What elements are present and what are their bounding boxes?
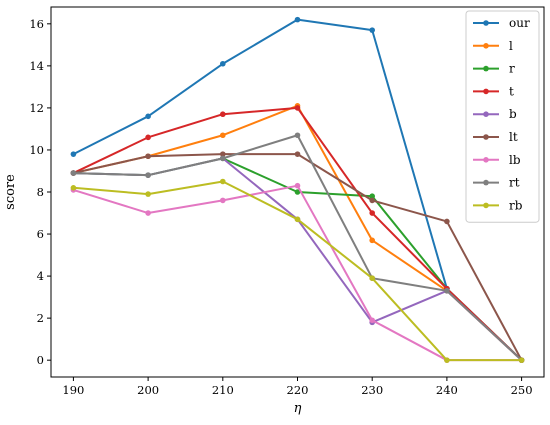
x-tick-label: 200 bbox=[137, 383, 159, 397]
legend-marker bbox=[483, 43, 489, 49]
legend-item-l: l bbox=[473, 39, 513, 53]
data-point-rb bbox=[220, 178, 226, 185]
legend-marker bbox=[483, 65, 489, 72]
data-point-lt bbox=[444, 218, 450, 225]
data-point-t bbox=[145, 134, 151, 141]
legend-label: lt bbox=[509, 130, 518, 144]
series-lines bbox=[70, 16, 525, 363]
data-point-lt bbox=[145, 153, 151, 160]
x-axis-ticks: 190 200 210 220 230 240 250 bbox=[62, 377, 533, 397]
legend-item-our: our bbox=[473, 16, 530, 30]
x-tick-label: 240 bbox=[436, 383, 458, 397]
y-axis-ticks: 0 2 4 6 8 10 12 14 16 bbox=[29, 17, 51, 367]
data-point-our bbox=[145, 113, 151, 120]
y-tick-label: 8 bbox=[37, 185, 44, 199]
legend-box bbox=[465, 10, 540, 223]
legend-marker bbox=[483, 179, 489, 186]
legend-item-rb: rb bbox=[473, 198, 523, 212]
data-point-t bbox=[294, 105, 301, 111]
data-point-l bbox=[220, 132, 226, 139]
series-line-rt bbox=[73, 134, 523, 361]
legend-label: l bbox=[509, 39, 513, 53]
legend-item-t: t bbox=[473, 84, 514, 98]
legend-item-r: r bbox=[473, 62, 515, 76]
data-point-r bbox=[369, 193, 375, 200]
y-tick-label: 0 bbox=[37, 353, 44, 367]
y-tick-label: 14 bbox=[29, 59, 44, 73]
legend-marker bbox=[483, 202, 489, 209]
legend-label: r bbox=[509, 62, 515, 76]
data-point-t bbox=[220, 111, 226, 118]
series-line-lb bbox=[73, 184, 522, 362]
x-axis-label: η bbox=[294, 401, 302, 416]
x-tick-label: 250 bbox=[511, 383, 533, 397]
data-point-rb bbox=[145, 191, 151, 197]
legend-label: rb bbox=[509, 198, 523, 212]
legend-label: rt bbox=[509, 176, 520, 190]
series-rt bbox=[70, 132, 525, 363]
y-tick-label: 16 bbox=[29, 17, 44, 31]
legend-label: b bbox=[509, 107, 517, 121]
y-tick-label: 12 bbox=[29, 101, 44, 115]
series-t bbox=[70, 105, 525, 363]
data-point-rb bbox=[518, 357, 525, 363]
data-point-rb bbox=[294, 216, 301, 223]
data-point-our bbox=[369, 27, 375, 33]
legend-item-rt: rt bbox=[473, 176, 520, 190]
y-tick-label: 10 bbox=[29, 143, 44, 157]
y-tick-label: 4 bbox=[37, 269, 44, 283]
data-point-r bbox=[294, 189, 301, 195]
data-point-rt bbox=[70, 170, 77, 176]
legend-label: lb bbox=[509, 153, 521, 167]
data-point-t bbox=[369, 210, 375, 216]
data-point-lb bbox=[369, 317, 375, 324]
data-point-lt bbox=[220, 151, 226, 157]
data-point-rt bbox=[294, 132, 301, 139]
data-point-our bbox=[220, 60, 226, 67]
series-line-b bbox=[73, 157, 523, 361]
data-point-rb bbox=[70, 184, 77, 191]
series-lb bbox=[70, 182, 525, 363]
data-point-l bbox=[369, 237, 375, 244]
data-point-rt bbox=[220, 155, 226, 162]
data-point-rt bbox=[444, 288, 450, 294]
plot-area: 190 200 210 220 230 240 250 0 2 4 6 8 10 12 14 16 bbox=[29, 6, 545, 397]
y-tick-label: 2 bbox=[37, 311, 44, 325]
legend-marker bbox=[483, 111, 489, 117]
series-line-r bbox=[73, 157, 523, 361]
legend-item-b: b bbox=[473, 107, 517, 121]
x-tick-label: 220 bbox=[287, 383, 309, 397]
data-point-lt bbox=[294, 151, 301, 157]
x-tick-label: 210 bbox=[212, 383, 234, 397]
data-point-rb bbox=[369, 275, 375, 281]
legend-item-lb: lb bbox=[473, 153, 521, 167]
data-point-lb bbox=[145, 210, 151, 216]
series-rb bbox=[70, 178, 525, 363]
data-point-lb bbox=[294, 182, 301, 189]
y-axis-label: score bbox=[3, 174, 18, 210]
y-tick-label: 6 bbox=[37, 227, 44, 241]
x-tick-label: 190 bbox=[62, 383, 84, 397]
data-point-our bbox=[70, 151, 77, 157]
legend-label: t bbox=[509, 84, 514, 98]
legend-marker bbox=[483, 134, 489, 140]
data-point-lt bbox=[369, 197, 375, 204]
data-point-rb bbox=[444, 357, 450, 363]
legend-marker bbox=[483, 88, 489, 95]
data-point-rt bbox=[145, 172, 151, 178]
legend-marker bbox=[483, 157, 489, 163]
series-line-l bbox=[73, 104, 523, 361]
series-line-rb bbox=[73, 180, 522, 362]
legend-item-lt: lt bbox=[473, 130, 518, 144]
legend-label: our bbox=[509, 16, 530, 30]
x-tick-label: 230 bbox=[361, 383, 383, 397]
legend-marker bbox=[483, 20, 489, 26]
data-point-our bbox=[294, 16, 301, 23]
data-point-lb bbox=[220, 197, 226, 204]
